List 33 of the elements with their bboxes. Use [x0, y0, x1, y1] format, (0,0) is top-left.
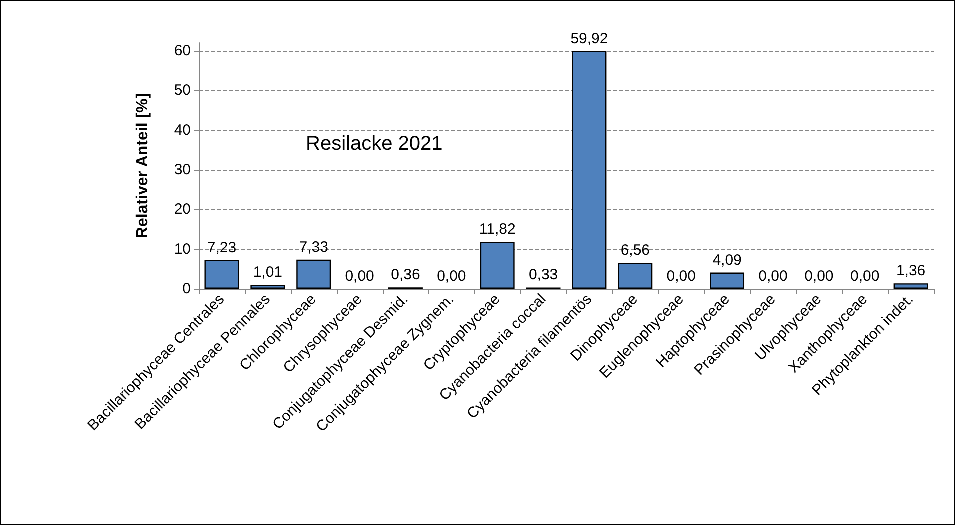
bar: [250, 284, 286, 289]
data-label: 0,00: [758, 268, 788, 285]
y-tick-label: 30: [174, 161, 191, 178]
bar: [618, 262, 653, 289]
y-tick-label: 60: [174, 42, 191, 60]
data-label: 0,36: [391, 266, 420, 284]
bar: [204, 260, 240, 289]
bar: [296, 260, 332, 289]
data-label: 11,82: [479, 221, 516, 238]
data-label: 0,00: [804, 268, 834, 285]
data-label: 1,36: [896, 262, 926, 280]
data-label: 6,56: [620, 242, 650, 259]
data-label: 0,00: [437, 268, 466, 285]
text: Resilacke 2021: [306, 133, 443, 155]
y-tick-label: 20: [174, 201, 191, 218]
data-label: 0,00: [666, 268, 696, 285]
data-label: 4,09: [712, 252, 742, 269]
bar: [572, 51, 607, 289]
data-label: 0,33: [528, 266, 558, 284]
data-label: 59,92: [570, 30, 608, 48]
data-label: 7,23: [207, 239, 237, 256]
y-tick-label: 10: [174, 240, 191, 258]
bar: [894, 284, 928, 289]
data-label: 0,00: [345, 268, 374, 285]
bar: [710, 272, 745, 289]
bar: [480, 242, 515, 289]
y-axis-title: Relativer Anteil [%]: [134, 93, 152, 239]
y-tick-label: 0: [182, 280, 191, 298]
data-label: 0,00: [850, 268, 880, 285]
y-tick-label: 50: [174, 82, 191, 100]
y-tick-label: 40: [174, 122, 191, 139]
data-label: 7,33: [299, 238, 328, 256]
data-label: 1,01: [253, 264, 283, 281]
